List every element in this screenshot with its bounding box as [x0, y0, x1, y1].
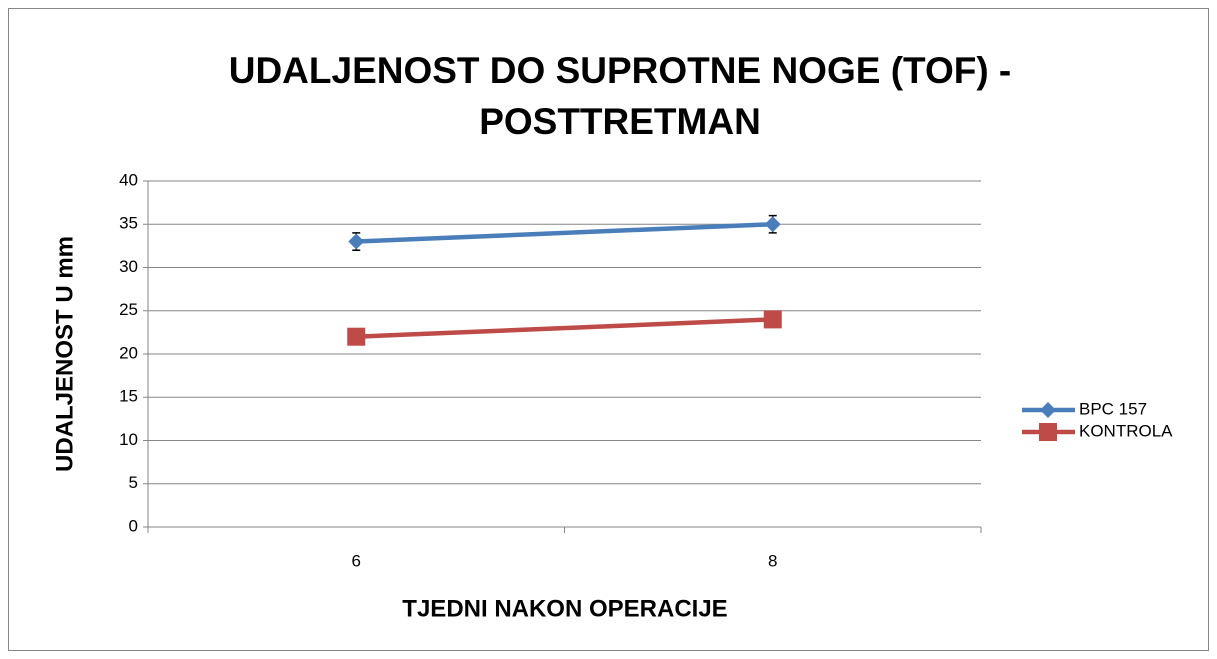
- y-tick-label: 40: [119, 170, 138, 189]
- marker: [1040, 402, 1056, 418]
- chart-title: UDALJENOST DO SUPROTNE NOGE (TOF) -: [229, 50, 1012, 91]
- series-line: [356, 317, 773, 339]
- y-tick-label: 0: [129, 516, 138, 535]
- y-tick-label: 15: [119, 387, 138, 406]
- marker: [347, 327, 366, 346]
- y-tick-label: 30: [119, 257, 138, 276]
- x-tick-label: 8: [768, 551, 777, 570]
- marker: [764, 216, 781, 233]
- y-axis-label: UDALJENOST U mm: [51, 236, 78, 472]
- x-tick-label: 6: [352, 551, 361, 570]
- marker: [763, 310, 782, 329]
- y-tick-label: 20: [119, 343, 138, 362]
- legend-label: BPC 157: [1079, 399, 1147, 418]
- legend-label: KONTROLA: [1079, 421, 1173, 440]
- marker: [348, 233, 365, 250]
- chart-border: [8, 8, 1209, 651]
- y-tick-label: 35: [119, 214, 138, 233]
- x-axis-label: TJEDNI NAKON OPERACIJE: [402, 595, 727, 622]
- series-line: [356, 222, 773, 244]
- y-tick-label: 10: [119, 430, 138, 449]
- y-tick-label: 25: [119, 300, 138, 319]
- marker: [1039, 423, 1057, 441]
- chart-title: POSTTRETMAN: [479, 101, 761, 142]
- y-tick-label: 5: [129, 473, 138, 492]
